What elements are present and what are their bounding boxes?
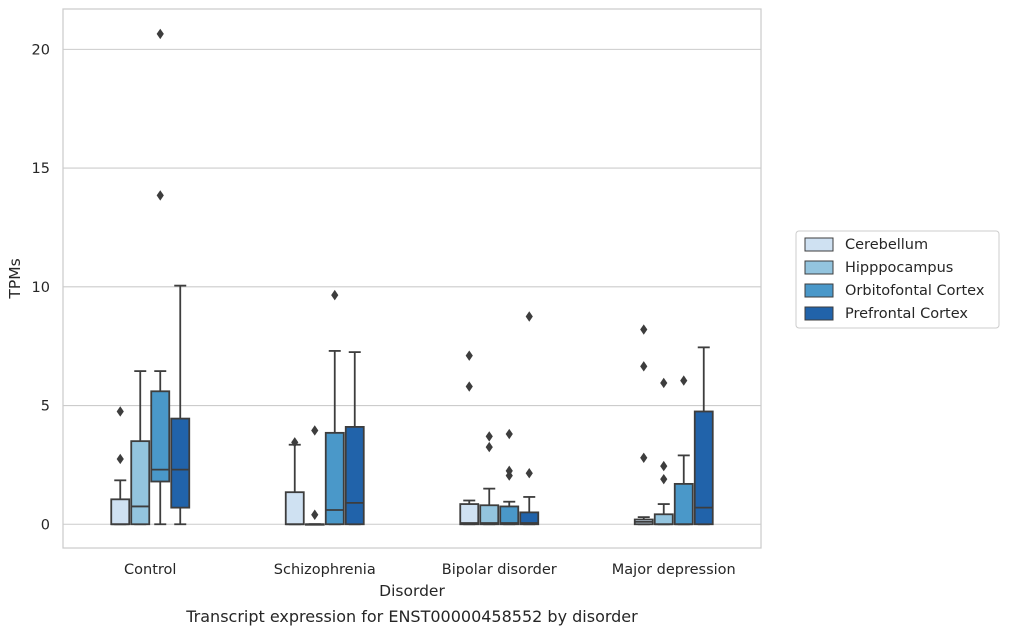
box: [344, 426, 365, 526]
outlier-point: [116, 406, 124, 417]
outlier-point: [331, 289, 339, 301]
box: [130, 440, 151, 526]
x-tick-label: Control: [124, 562, 176, 578]
outlier-point: [505, 428, 513, 440]
outlier-point: [640, 324, 648, 335]
outlier-point: [291, 437, 299, 448]
legend-label: Orbitofontal Cortex: [845, 283, 985, 299]
box: [284, 491, 305, 526]
box: [519, 511, 540, 526]
box: [693, 410, 714, 526]
legend-label: Prefrontal Cortex: [845, 306, 968, 322]
outlier-point: [525, 311, 533, 322]
series-orbitofontal-cortex: [150, 28, 694, 526]
series-hipppocampus: [130, 370, 674, 526]
series-cerebellum: [110, 324, 654, 526]
x-tick-label: Bipolar disorder: [442, 562, 557, 578]
y-axis-title: TPMs: [6, 258, 24, 299]
box: [673, 482, 694, 526]
x-tick-label: Major depression: [612, 562, 736, 578]
box: [479, 504, 500, 526]
box: [324, 431, 345, 526]
outlier-point: [640, 361, 648, 372]
legend: Cerebellum Hipppocampus Orbitofontal Corte…: [795, 230, 1000, 329]
x-tick-labels: Control Schizophrenia Bipolar disorder Majo…: [124, 562, 736, 578]
outlier-point: [156, 190, 164, 201]
series-prefrontal-cortex: [170, 284, 714, 526]
y-tick-label: 5: [41, 399, 50, 415]
outlier-point: [660, 460, 668, 472]
legend-swatch: [804, 283, 834, 298]
y-tick-labels: 0 5 10 15 20: [32, 42, 50, 533]
figure-caption: Transcript expression for ENST0000045855…: [185, 607, 638, 626]
outlier-point: [311, 509, 319, 520]
box: [110, 498, 131, 526]
outlier-point: [505, 465, 513, 477]
outlier-point: [156, 28, 164, 40]
outlier-point: [525, 468, 533, 479]
outlier-point: [465, 350, 473, 361]
x-axis-title: Disorder: [379, 582, 445, 600]
legend-swatch: [804, 260, 834, 275]
box-series: [110, 28, 714, 526]
y-tick-label: 10: [32, 280, 50, 296]
outlier-point: [465, 381, 473, 392]
box: [170, 417, 191, 509]
outlier-point: [660, 377, 668, 389]
outlier-point: [116, 453, 124, 465]
legend-frame: [795, 230, 1000, 329]
legend-label: Hipppocampus: [845, 260, 953, 276]
legend-swatch: [804, 306, 834, 321]
box: [459, 503, 480, 526]
x-tick-label: Schizophrenia: [274, 562, 376, 578]
box: [150, 390, 171, 483]
outlier-point: [640, 452, 648, 463]
outlier-point: [485, 431, 493, 442]
legend-swatch: [804, 237, 834, 252]
box: [499, 505, 520, 526]
y-tick-label: 0: [41, 517, 50, 533]
plot-area-frame: [62, 8, 762, 549]
legend-label: Cerebellum: [845, 237, 928, 253]
y-tick-label: 15: [32, 161, 50, 177]
outlier-point: [485, 441, 493, 453]
y-tick-label: 20: [32, 42, 50, 58]
outlier-point: [311, 425, 319, 436]
outlier-point: [680, 375, 688, 386]
box: [653, 513, 674, 526]
outlier-point: [660, 473, 668, 485]
